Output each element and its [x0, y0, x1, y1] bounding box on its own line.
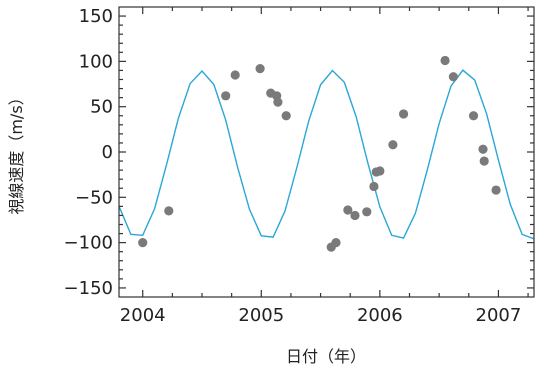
- x-tick-label: 2006: [357, 305, 403, 326]
- axis-ticks: [119, 7, 534, 297]
- y-tick-label: 50: [90, 97, 113, 118]
- data-point: [375, 166, 385, 176]
- data-point: [164, 206, 174, 216]
- data-point: [230, 70, 240, 80]
- data-point: [491, 185, 501, 195]
- data-point: [369, 181, 379, 192]
- fit-curve-line: [119, 69, 534, 240]
- data-point: [273, 97, 283, 107]
- data-point: [221, 91, 231, 101]
- axis-tick-labels: 150 100 50 0 −50 −100 −150 2004 2005 2006 2007: [64, 6, 522, 326]
- x-tick-label: 2007: [476, 305, 522, 326]
- y-tick-label: 150: [79, 6, 113, 27]
- data-point: [440, 55, 450, 66]
- x-tick-label: 2005: [238, 305, 284, 326]
- y-tick-label: 100: [79, 51, 113, 72]
- y-tick-label: 0: [102, 142, 113, 163]
- plot-frame: [118, 6, 535, 298]
- data-point: [350, 210, 360, 221]
- data-point: [362, 207, 372, 217]
- data-point: [343, 205, 353, 215]
- data-point: [478, 144, 488, 154]
- y-tick-label: −50: [75, 187, 113, 208]
- data-point: [398, 109, 409, 119]
- data-point: [388, 140, 398, 150]
- y-axis-title: 視線速度（m/s）: [7, 89, 26, 214]
- data-point: [138, 238, 148, 248]
- data-points: [138, 55, 501, 252]
- data-point: [468, 111, 479, 121]
- data-point: [331, 238, 341, 248]
- y-tick-label: −150: [64, 278, 113, 299]
- data-point: [479, 156, 489, 166]
- data-point: [255, 64, 265, 74]
- y-tick-label: −100: [64, 233, 113, 254]
- x-axis-title: 日付（年）: [286, 347, 366, 366]
- data-point: [281, 111, 291, 121]
- data-point: [448, 72, 458, 82]
- x-tick-label: 2004: [120, 305, 166, 326]
